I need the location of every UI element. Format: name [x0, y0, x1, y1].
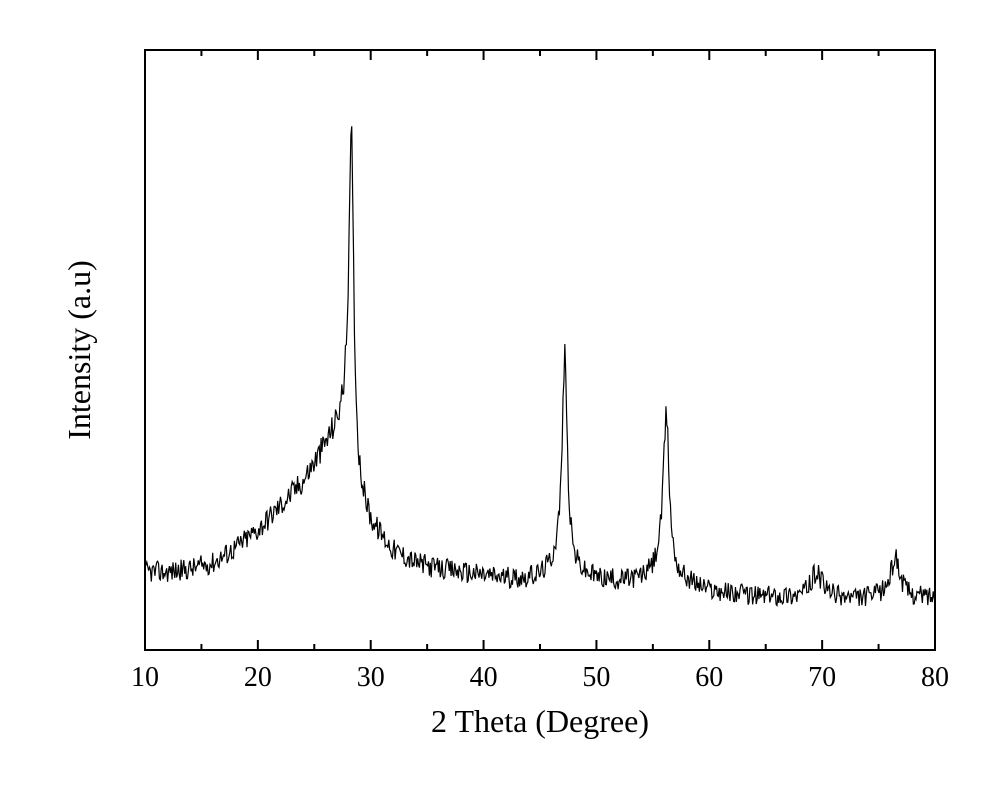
x-tick-label: 30 — [357, 662, 385, 693]
x-tick-label: 50 — [582, 662, 610, 693]
x-tick-label: 20 — [244, 662, 272, 693]
x-axis-label: 2 Theta (Degree) — [431, 703, 649, 739]
x-tick-label: 70 — [808, 662, 836, 693]
x-tick-label: 10 — [131, 662, 159, 693]
y-axis-label: Intensity (a.u) — [61, 260, 97, 440]
x-tick-label: 40 — [470, 662, 498, 693]
x-tick-label: 60 — [695, 662, 723, 693]
chart-svg: 10 20 30 40 50 60 70 80 2 Theta (Degree) Intensit… — [50, 30, 950, 760]
xrd-chart: 10 20 30 40 50 60 70 80 2 Theta (Degree) Intensit… — [50, 30, 950, 760]
x-tick-label: 80 — [921, 662, 949, 693]
